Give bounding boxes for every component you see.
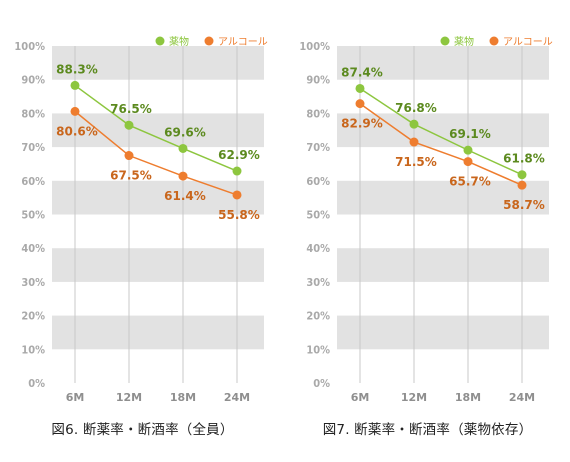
- data-label: 61.4%: [164, 189, 206, 203]
- y-tick-label: 50%: [21, 209, 45, 222]
- series-line-alcohol: [359, 103, 523, 186]
- chart-caption: 図7. 断薬率・断酒率（薬物依存）: [322, 422, 533, 438]
- data-point: [124, 120, 134, 130]
- data-point: [124, 151, 134, 161]
- data-label: 87.4%: [341, 65, 383, 79]
- x-tick-label: 24M: [509, 391, 535, 404]
- legend-marker: [440, 36, 450, 46]
- data-label: 67.5%: [110, 169, 152, 183]
- data-point: [517, 170, 527, 180]
- grid-band: [52, 248, 264, 282]
- data-label: 76.8%: [395, 101, 437, 115]
- y-tick-label: 80%: [21, 107, 45, 120]
- data-point: [178, 171, 188, 181]
- series-line-drug: [359, 87, 523, 176]
- line-chart-figure-6: 100% 90% 80% 70% 60% 50% 40% 30% 20% 10% 0% 6M 12M 18…: [14, 35, 268, 404]
- y-tick-label: 80%: [306, 107, 330, 120]
- legend-label: アルコール: [503, 37, 553, 48]
- data-label: 88.3%: [56, 62, 98, 76]
- data-point: [232, 166, 242, 176]
- data-point: [517, 180, 527, 190]
- grid-band: [337, 180, 549, 215]
- legend-marker: [155, 36, 165, 46]
- y-tick-label: 50%: [306, 209, 330, 222]
- legend-marker: [489, 36, 499, 46]
- data-label: 82.9%: [341, 117, 383, 131]
- data-point: [409, 137, 419, 147]
- data-point: [70, 80, 80, 90]
- x-tick-label: 24M: [224, 391, 250, 404]
- chart-figure-7: 100% 90% 80% 70% 60% 50% 40% 30% 20% 10% 0% 6M 12M 18…: [285, 0, 570, 462]
- grid-band: [52, 46, 264, 80]
- y-tick-label: 100%: [14, 40, 45, 53]
- data-label: 71.5%: [395, 155, 437, 169]
- data-point: [355, 83, 365, 93]
- y-tick-label: 100%: [299, 40, 330, 53]
- y-tick-label: 10%: [306, 343, 330, 356]
- legend-marker: [204, 36, 214, 46]
- y-tick-label: 90%: [306, 74, 330, 87]
- grid-band: [52, 315, 264, 350]
- y-tick-label: 70%: [306, 141, 330, 154]
- x-tick-label: 18M: [455, 391, 481, 404]
- data-label: 69.1%: [449, 127, 491, 141]
- grid-band: [337, 315, 549, 350]
- x-tick-label: 18M: [170, 391, 196, 404]
- data-point: [409, 119, 419, 129]
- legend-label: 薬物: [169, 35, 189, 48]
- y-tick-label: 20%: [306, 310, 330, 323]
- legend-label: 薬物: [454, 35, 474, 48]
- data-label: 65.7%: [449, 175, 491, 189]
- y-tick-label: 60%: [306, 175, 330, 188]
- data-label: 80.6%: [56, 124, 98, 138]
- data-point: [232, 190, 242, 200]
- y-tick-label: 40%: [306, 242, 330, 255]
- data-label: 76.5%: [110, 102, 152, 116]
- x-tick-label: 6M: [351, 391, 370, 404]
- data-label: 62.9%: [218, 148, 260, 162]
- grid-band: [337, 248, 549, 282]
- y-tick-label: 10%: [21, 343, 45, 356]
- grid-band: [337, 46, 549, 80]
- legend-label: アルコール: [218, 37, 268, 48]
- x-tick-label: 6M: [66, 391, 85, 404]
- data-point: [355, 99, 365, 109]
- data-point: [70, 106, 80, 116]
- y-tick-label: 20%: [21, 310, 45, 323]
- y-tick-label: 70%: [21, 141, 45, 154]
- chart-figure-6: 100% 90% 80% 70% 60% 50% 40% 30% 20% 10% 0% 6M 12M 18…: [14, 35, 268, 438]
- data-point: [463, 157, 473, 167]
- data-label: 55.8%: [218, 208, 260, 222]
- y-tick-label: 30%: [21, 276, 45, 289]
- y-tick-label: 60%: [21, 175, 45, 188]
- y-tick-label: 0%: [28, 377, 45, 390]
- grid-band: [52, 113, 264, 148]
- x-tick-label: 12M: [116, 391, 142, 404]
- data-label: 58.7%: [503, 198, 545, 212]
- x-tick-label: 12M: [401, 391, 427, 404]
- chart-caption: 図6. 断薬率・断酒率（全員）: [51, 422, 234, 438]
- y-tick-label: 0%: [313, 377, 330, 390]
- grid-band: [52, 180, 264, 215]
- data-label: 69.6%: [164, 125, 206, 139]
- data-point: [463, 145, 473, 155]
- line-chart-figure-7: 100% 90% 80% 70% 60% 50% 40% 30% 20% 10% 0% 6M 12M 18…: [299, 35, 553, 404]
- data-point: [178, 143, 188, 153]
- y-tick-label: 40%: [21, 242, 45, 255]
- grid-band: [337, 113, 549, 148]
- data-label: 61.8%: [503, 152, 545, 166]
- y-tick-label: 90%: [21, 74, 45, 87]
- series-line-alcohol: [74, 110, 238, 196]
- series-line-drug: [74, 84, 238, 172]
- y-tick-label: 30%: [306, 276, 330, 289]
